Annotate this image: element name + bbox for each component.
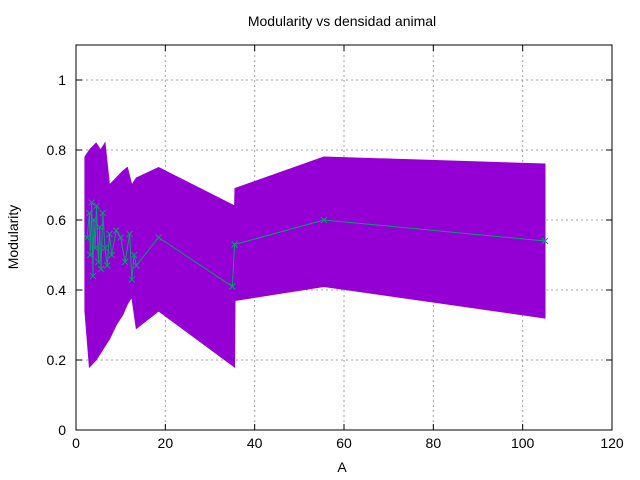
ticks <box>75 45 613 431</box>
data-point <box>108 251 116 259</box>
y-axis-label: Modularity <box>5 205 21 270</box>
x-tick-label: 120 <box>600 435 624 451</box>
data-point <box>117 234 125 241</box>
x-tick-label: 20 <box>158 435 174 451</box>
x-tick-label: 80 <box>426 435 442 451</box>
x-tick-label: 100 <box>511 435 535 451</box>
data-point <box>126 230 133 238</box>
data-point <box>96 223 104 231</box>
y-tick-label: 1 <box>58 72 66 88</box>
data-point <box>97 265 105 273</box>
data-point <box>94 258 102 266</box>
y-tick-label: 0 <box>58 422 66 438</box>
data-point <box>132 262 140 269</box>
data-point <box>320 216 328 224</box>
data-point <box>89 272 97 280</box>
data-point <box>103 262 111 269</box>
x-axis-label: A <box>337 459 347 475</box>
band-layer <box>84 141 546 369</box>
data-point <box>231 241 238 248</box>
data-point <box>93 202 100 210</box>
data-point <box>88 199 95 206</box>
data-point <box>128 276 136 283</box>
x-tick-label: 60 <box>336 435 352 451</box>
series-line <box>86 202 546 288</box>
y-tick-label: 0.2 <box>47 352 67 368</box>
data-point <box>90 216 98 224</box>
y-tick-label: 0.6 <box>47 212 67 228</box>
error-band <box>84 141 546 369</box>
data-point <box>228 283 236 290</box>
data-point <box>99 209 107 217</box>
tick-labels: 0 20 40 60 80 100 120 0 0.2 0.4 0.6 0.8 1 <box>47 72 624 451</box>
y-tick-label: 0.4 <box>47 282 67 298</box>
data-point <box>112 227 120 234</box>
x-tick-label: 40 <box>247 435 263 451</box>
data-point <box>121 258 129 266</box>
data-point <box>86 209 93 217</box>
chart-title: Modularity vs densidad animal <box>248 13 436 29</box>
data-point <box>541 237 549 245</box>
data-point <box>130 251 138 259</box>
data-point <box>91 244 99 252</box>
data-point <box>86 251 94 259</box>
x-tick-label: 0 <box>72 435 80 451</box>
data-point <box>155 234 162 241</box>
data-point <box>106 230 113 238</box>
y-tick-label: 0.8 <box>47 142 67 158</box>
data-point <box>83 234 91 241</box>
line-layer <box>83 199 549 290</box>
data-point <box>101 244 109 252</box>
